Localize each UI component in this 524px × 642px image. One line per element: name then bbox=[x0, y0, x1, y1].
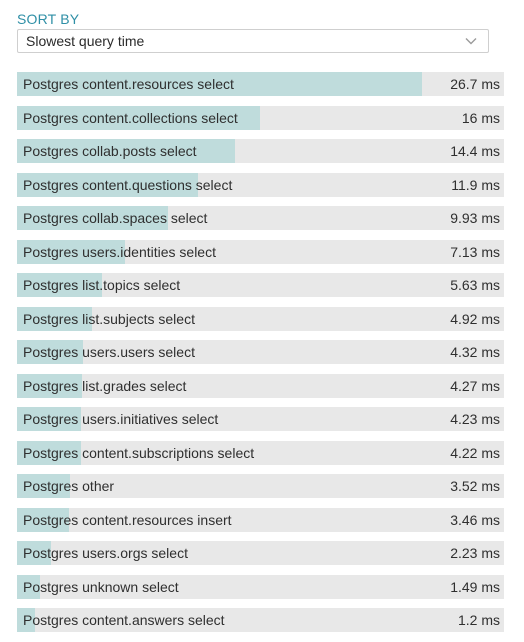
query-row[interactable]: Postgres content.answers select 1.2 ms bbox=[17, 608, 504, 632]
query-duration-value: 4.23 ms bbox=[450, 411, 500, 427]
query-row[interactable]: Postgres collab.posts select 14.4 ms bbox=[17, 139, 504, 163]
query-duration-value: 26.7 ms bbox=[450, 76, 500, 92]
query-label: Postgres content.resources insert bbox=[23, 511, 232, 528]
query-duration-bar bbox=[17, 574, 40, 599]
query-label: Postgres collab.posts select bbox=[23, 143, 197, 159]
query-label: Postgres unknown select bbox=[23, 578, 179, 595]
query-label: Postgres list.grades select bbox=[23, 377, 187, 394]
query-duration-value: 14.4 ms bbox=[450, 143, 500, 159]
query-duration-bar bbox=[17, 172, 198, 197]
query-duration-bar bbox=[17, 340, 83, 364]
query-row[interactable]: Postgres list.grades select 4.27 ms bbox=[17, 373, 504, 398]
query-label: Postgres other bbox=[23, 478, 115, 494]
query-duration-value: 1.2 ms bbox=[457, 612, 500, 628]
query-row[interactable]: Postgres unknown select 1.49 ms bbox=[17, 574, 504, 599]
query-label: Postgres users.identities select bbox=[23, 243, 216, 260]
query-duration-bar bbox=[17, 239, 126, 264]
query-label: Postgres content.answers select bbox=[23, 612, 225, 628]
query-label: Postgres users.users select bbox=[23, 344, 195, 360]
query-duration-bar bbox=[17, 373, 82, 398]
query-duration-value: 4.32 ms bbox=[450, 344, 500, 360]
query-duration-value: 4.22 ms bbox=[450, 444, 500, 461]
query-row[interactable]: Postgres users.initiatives select 4.23 ms bbox=[17, 407, 504, 431]
query-label: Postgres users.orgs select bbox=[23, 545, 188, 561]
query-row[interactable]: Postgres list.subjects select 4.92 ms bbox=[17, 306, 504, 331]
query-duration-bar bbox=[17, 105, 260, 130]
query-duration-value: 16 ms bbox=[461, 109, 500, 126]
query-label: Postgres collab.spaces select bbox=[23, 210, 208, 226]
query-list: Postgres content.resources select 26.7 ms… bbox=[17, 72, 506, 642]
query-row[interactable]: Postgres content.questions select 11.9 ms bbox=[17, 172, 504, 197]
query-row[interactable]: Postgres content.resources select 26.7 ms bbox=[17, 72, 504, 96]
query-label: Postgres content.subscriptions select bbox=[23, 444, 255, 461]
query-duration-value: 4.27 ms bbox=[450, 377, 500, 394]
query-label: Postgres content.resources select bbox=[23, 76, 234, 92]
query-duration-bar bbox=[17, 541, 51, 565]
query-label: Postgres list.topics select bbox=[23, 277, 181, 293]
query-label: Postgres content.questions select bbox=[23, 176, 233, 193]
query-duration-value: 3.46 ms bbox=[450, 511, 500, 528]
query-row[interactable]: Postgres users.identities select 7.13 ms bbox=[17, 239, 504, 264]
query-duration-value: 11.9 ms bbox=[451, 176, 500, 193]
chevron-down-icon bbox=[464, 34, 478, 48]
query-label: Postgres content.collections select bbox=[23, 109, 238, 126]
query-duration-bar bbox=[17, 608, 36, 632]
query-duration-bar bbox=[17, 72, 422, 96]
query-duration-value: 1.49 ms bbox=[450, 578, 500, 595]
query-duration-bar bbox=[17, 306, 92, 331]
query-duration-bar bbox=[17, 139, 236, 163]
query-duration-value: 9.93 ms bbox=[450, 210, 500, 226]
query-duration-bar bbox=[17, 440, 81, 465]
sort-by-label: SORT BY bbox=[17, 11, 80, 27]
query-row[interactable]: Postgres other 3.52 ms bbox=[17, 474, 504, 498]
query-duration-bar bbox=[17, 407, 82, 431]
query-row[interactable]: Postgres content.collections select 16 ms bbox=[17, 105, 504, 130]
query-row[interactable]: Postgres users.users select 4.32 ms bbox=[17, 340, 504, 364]
query-label: Postgres users.initiatives select bbox=[23, 411, 219, 427]
query-row[interactable]: Postgres content.resources insert 3.46 ms bbox=[17, 507, 504, 532]
query-row[interactable]: Postgres collab.spaces select 9.93 ms bbox=[17, 206, 504, 230]
sort-by-selected-value: Slowest query time bbox=[26, 33, 145, 49]
query-duration-bar bbox=[17, 474, 71, 498]
query-duration-value: 2.23 ms bbox=[450, 545, 500, 561]
query-duration-value: 3.52 ms bbox=[450, 478, 500, 494]
query-row[interactable]: Postgres list.topics select 5.63 ms bbox=[17, 273, 504, 297]
query-duration-value: 4.92 ms bbox=[450, 310, 500, 327]
query-duration-value: 5.63 ms bbox=[450, 277, 500, 293]
query-row[interactable]: Postgres users.orgs select 2.23 ms bbox=[17, 541, 504, 565]
sort-by-select[interactable]: Slowest query time bbox=[17, 29, 489, 53]
query-duration-bar bbox=[17, 206, 168, 230]
query-duration-bar bbox=[17, 273, 103, 297]
query-label: Postgres list.subjects select bbox=[23, 310, 195, 327]
query-duration-value: 7.13 ms bbox=[450, 243, 500, 260]
query-row[interactable]: Postgres content.subscriptions select 4.2… bbox=[17, 440, 504, 465]
query-duration-bar bbox=[17, 507, 70, 532]
